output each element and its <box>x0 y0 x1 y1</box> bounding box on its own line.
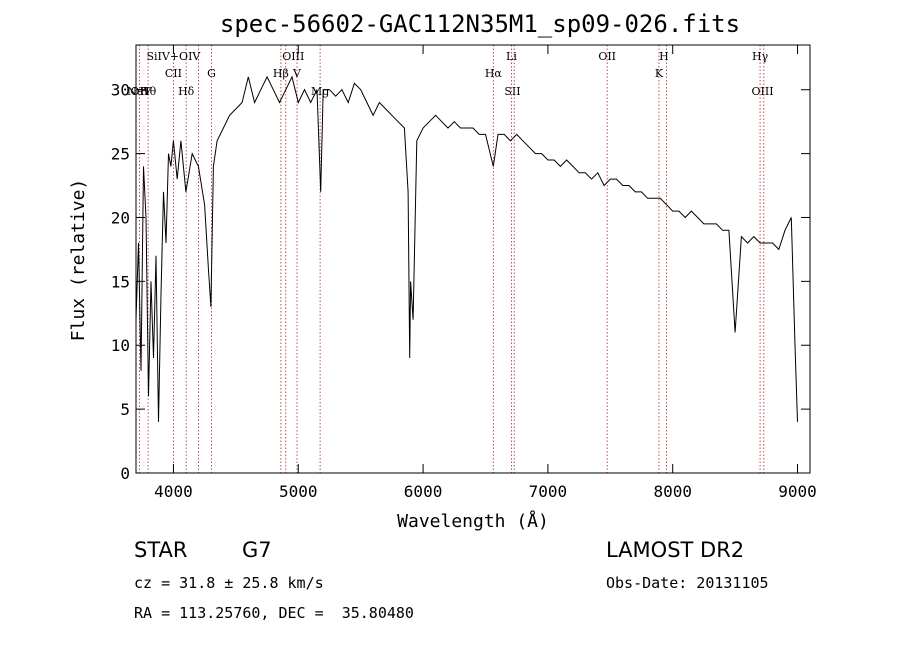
y-tick-label: 15 <box>111 272 130 291</box>
line-label: Hγ <box>752 50 769 63</box>
x-axis-label: Wavelength (Å) <box>397 510 549 532</box>
x-axis-ticks: 4000 5000 6000 7000 8000 9000 <box>154 45 817 501</box>
line-label: Hδ <box>178 85 195 98</box>
line-label: Hβ <box>273 67 289 80</box>
survey-name: LAMOST DR2 <box>606 538 745 562</box>
y-tick-label: 20 <box>111 208 130 227</box>
x-tick-label: 7000 <box>529 482 568 501</box>
emission-line-markers <box>138 45 765 473</box>
y-tick-label: 10 <box>111 336 130 355</box>
line-label: OIII <box>282 50 304 63</box>
ra-dec: RA = 113.25760, DEC = 35.80480 <box>134 604 414 622</box>
line-label: OII <box>131 85 149 98</box>
line-label: OII <box>598 50 616 63</box>
y-tick-label: 5 <box>120 400 130 419</box>
plot-frame <box>135 44 811 474</box>
line-label: Hθ <box>140 85 157 98</box>
line-label: NeV <box>127 85 152 98</box>
line-label: SII <box>504 85 520 98</box>
y-tick-label: 25 <box>111 145 130 164</box>
x-tick-label: 5000 <box>279 482 318 501</box>
observation-date: Obs-Date: 20131105 <box>606 574 769 592</box>
line-label: SiIV+OIV <box>147 50 202 63</box>
line-label: V <box>292 67 302 80</box>
y-axis-label: Flux (relative) <box>68 179 89 342</box>
chart-title: spec-56602-GAC112N35M1_sp09-026.fits <box>220 10 740 38</box>
line-label: H <box>659 50 669 63</box>
x-tick-label: 4000 <box>154 482 193 501</box>
line-label: OIII <box>752 85 774 98</box>
x-tick-label: 6000 <box>404 482 443 501</box>
spectrum-line <box>135 75 798 422</box>
line-label: K <box>655 67 664 80</box>
x-tick-label: 9000 <box>778 482 817 501</box>
y-tick-label: 0 <box>120 464 130 483</box>
x-tick-label: 8000 <box>653 482 692 501</box>
line-label: Mg <box>311 85 329 98</box>
object-subclass: G7 <box>242 538 272 562</box>
object-class: STAR <box>134 538 188 562</box>
line-label: G <box>207 67 216 80</box>
y-tick-label: 30 <box>111 81 130 100</box>
line-label: CII <box>165 67 182 80</box>
y-axis-ticks: 0 5 10 15 20 25 30 <box>111 81 810 483</box>
line-label: Hα <box>485 67 503 80</box>
redshift-cz: cz = 31.8 ± 25.8 km/s <box>134 574 324 592</box>
line-label: Li <box>506 50 517 63</box>
